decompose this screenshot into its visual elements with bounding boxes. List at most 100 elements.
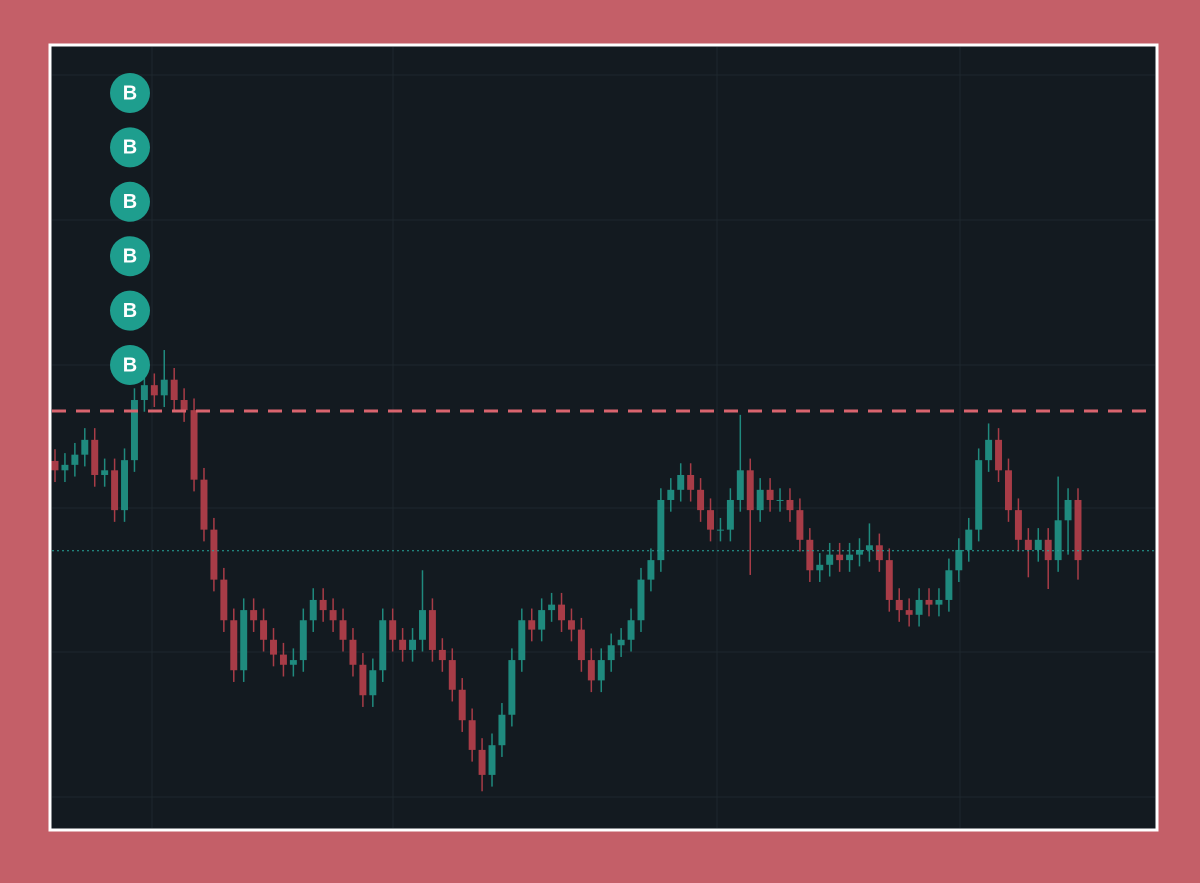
candle-body (558, 604, 566, 621)
candle-body (468, 720, 476, 750)
candle-body (548, 604, 556, 611)
buy-marker (110, 236, 150, 277)
buy-marker-label: B (123, 82, 137, 104)
candle-body (637, 579, 645, 621)
candle-body (786, 499, 794, 511)
candle-body (1074, 499, 1082, 561)
candle-body (647, 560, 655, 580)
candle-body (448, 660, 456, 690)
candle-body (369, 670, 377, 696)
chart-panel (48, 43, 1159, 832)
candle-body (1014, 510, 1022, 540)
candle-body (915, 599, 923, 615)
candle-body (478, 749, 486, 775)
candle-body (677, 474, 685, 490)
candle-body (657, 499, 665, 561)
candle-body (567, 620, 575, 630)
candle-body (220, 579, 228, 621)
candle-body (875, 545, 883, 561)
candle-body (1004, 470, 1012, 511)
candle-body (746, 470, 754, 511)
candle-body (279, 654, 287, 665)
candle-body (71, 454, 79, 465)
candle-body (438, 649, 446, 661)
buy-marker-label: B (123, 191, 137, 213)
candle-body (756, 489, 764, 511)
candle-body (309, 599, 317, 621)
candle-body (200, 479, 208, 530)
candle-body (339, 620, 347, 640)
candle-body (975, 460, 983, 530)
candle-body (826, 554, 834, 565)
candle-body (1064, 499, 1072, 521)
buy-marker (110, 127, 150, 168)
buy-marker-label: B (123, 354, 137, 376)
candle-body (508, 660, 516, 715)
candle-body (260, 620, 268, 640)
buy-marker (110, 290, 150, 331)
candle-body (607, 645, 615, 661)
buy-marker (110, 73, 150, 113)
candle-body (101, 470, 109, 475)
candle-body (796, 510, 804, 540)
candle-body (627, 620, 635, 640)
candle-body (925, 599, 933, 605)
candle-body (716, 529, 724, 531)
candle-body (726, 499, 734, 530)
buy-marker (110, 181, 150, 222)
candle-body (865, 545, 873, 550)
candle-body (170, 379, 178, 401)
buy-marker-label: B (123, 245, 137, 267)
candle-body (419, 610, 426, 640)
candle-body (140, 385, 148, 401)
candle-body (389, 620, 397, 640)
candle-body (379, 620, 387, 671)
candle-body (359, 664, 367, 696)
candle-body (1024, 539, 1032, 550)
candle-body (240, 610, 248, 671)
candle-body (349, 639, 357, 665)
candle-body (667, 489, 675, 500)
candle-body (498, 714, 506, 746)
candle-body (210, 529, 218, 580)
candle-body (856, 549, 863, 555)
candle-body (121, 460, 129, 511)
candle-body (935, 599, 943, 605)
candle-body (230, 620, 238, 671)
candle-body (985, 439, 993, 461)
candle-body (885, 560, 893, 600)
candle-body (51, 460, 59, 471)
candle-body (299, 620, 307, 661)
candle-body (528, 620, 536, 630)
candle-body (190, 410, 198, 480)
candle-body (617, 639, 625, 646)
candle-body (250, 610, 258, 621)
candle-body (806, 539, 814, 571)
candle-body (776, 499, 784, 501)
candle-body (687, 474, 695, 490)
candle-body (587, 660, 595, 681)
candle-body (697, 489, 705, 511)
buy-marker-label: B (123, 137, 137, 159)
candle-body (965, 529, 973, 550)
candle-body (270, 639, 277, 655)
candle-body (995, 439, 1003, 471)
candle-body (428, 610, 436, 650)
candle-body (488, 745, 496, 775)
candle-body (289, 660, 297, 665)
candle-body (538, 610, 546, 630)
candle-body (81, 439, 89, 455)
candle-body (458, 689, 466, 721)
candle-body (895, 599, 903, 611)
candle-body (180, 400, 188, 411)
candle-body (816, 564, 824, 571)
candle-body (955, 549, 963, 571)
candle-body (329, 610, 337, 621)
candle-body (1044, 539, 1052, 561)
candle-body (160, 379, 168, 396)
candle-body (577, 629, 585, 661)
candle-body (111, 470, 119, 511)
candle-body (736, 470, 744, 500)
